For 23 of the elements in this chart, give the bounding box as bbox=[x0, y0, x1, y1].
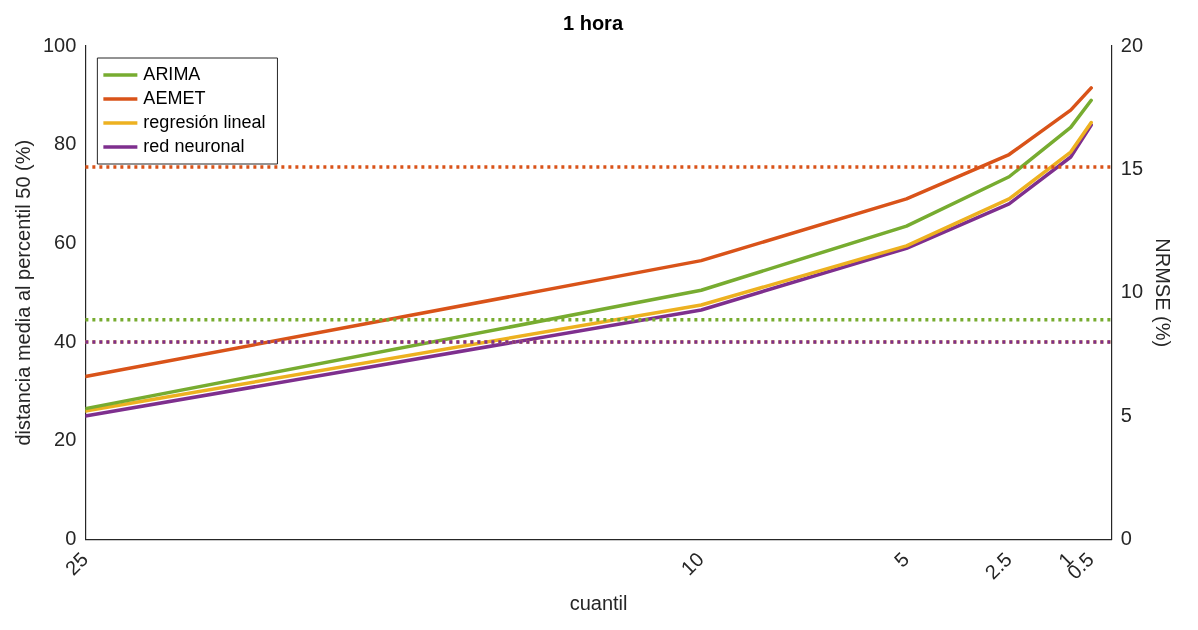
legend-label: AEMET bbox=[143, 87, 206, 108]
y-tick-label: 20 bbox=[54, 428, 77, 451]
legend-label: red neuronal bbox=[143, 135, 245, 156]
y2-tick-label: 15 bbox=[1120, 156, 1143, 179]
x-tick-label: 5 bbox=[889, 548, 914, 572]
x-tick-label: 25 bbox=[60, 548, 93, 580]
y2-tick-label: 0 bbox=[1120, 526, 1132, 549]
y-axis-title: distancia media al percentil 50 (%) bbox=[11, 139, 34, 446]
y-tick-label: 40 bbox=[54, 329, 77, 352]
y-tick-label: 60 bbox=[54, 230, 77, 253]
y2-axis-title: NRMSE (%) bbox=[1152, 238, 1175, 348]
y-tick-label: 100 bbox=[42, 33, 77, 56]
legend-label: ARIMA bbox=[143, 63, 201, 84]
x-tick-label: 2.5 bbox=[980, 548, 1016, 584]
y-tick-label: 0 bbox=[65, 526, 77, 549]
x-tick-label: 10 bbox=[676, 548, 708, 580]
y-tick-label: 80 bbox=[54, 132, 77, 155]
x-axis-title: cuantil bbox=[569, 591, 628, 614]
y2-tick-label: 5 bbox=[1120, 403, 1132, 426]
chart-title: 1 hora bbox=[562, 11, 624, 34]
y2-tick-label: 20 bbox=[1120, 33, 1143, 56]
legend-label: regresión lineal bbox=[143, 111, 266, 132]
y2-tick-label: 10 bbox=[1120, 280, 1143, 303]
